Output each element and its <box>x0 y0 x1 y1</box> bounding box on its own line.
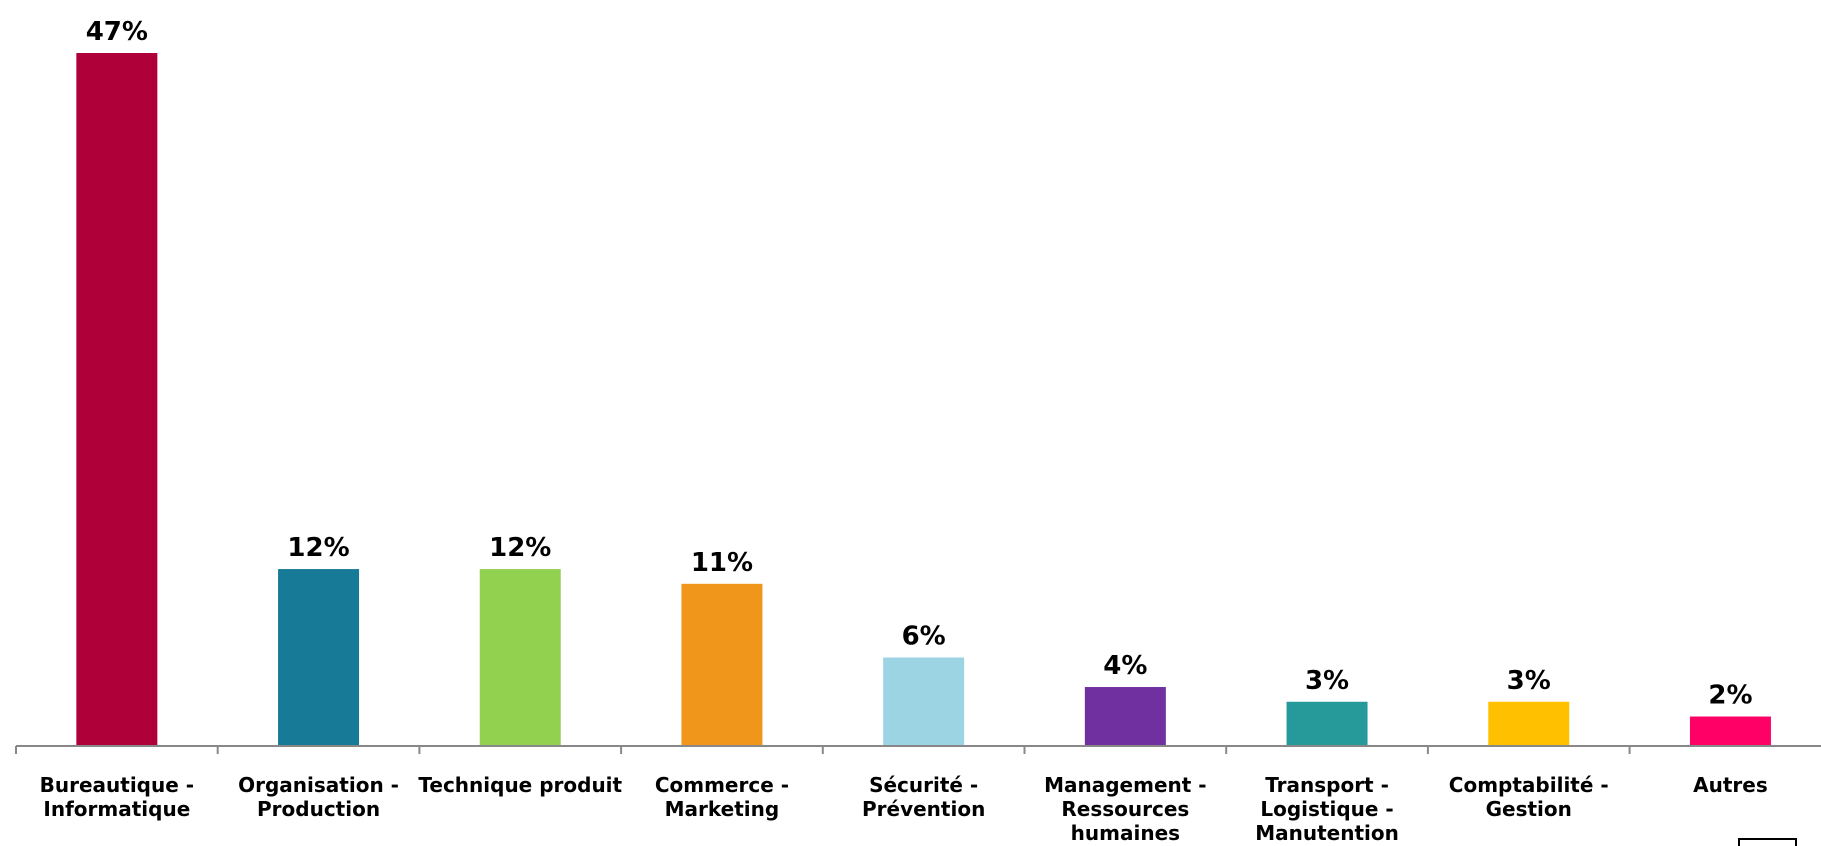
bar <box>76 53 158 746</box>
data-label: 6% <box>902 622 946 652</box>
x-axis <box>15 745 1821 754</box>
bars-group <box>76 53 1771 746</box>
data-label: 12% <box>489 533 551 563</box>
bar <box>883 657 965 746</box>
x-tick-label: Comptabilité -Gestion <box>1449 773 1609 821</box>
data-label: 3% <box>1305 666 1349 696</box>
bar <box>1286 701 1368 746</box>
data-label: 11% <box>691 548 753 578</box>
data-label: 4% <box>1103 651 1147 681</box>
bar <box>479 569 561 746</box>
x-tick-label: Transport -Logistique -Manutention <box>1255 773 1399 845</box>
bar <box>1084 687 1166 746</box>
bar <box>1689 716 1771 746</box>
data-label: 3% <box>1507 666 1551 696</box>
x-tick-label: Bureautique -Informatique <box>40 773 194 821</box>
category-labels-group: Bureautique -Informatique Organisation -P… <box>40 773 1768 845</box>
x-tick-label: Organisation -Production <box>238 773 399 821</box>
value-labels-group: 47% 12% 12% 11% 6% 4% 3% 3% 2% <box>86 17 1753 711</box>
x-tick-label: Autres <box>1693 773 1768 797</box>
data-label: 12% <box>287 533 349 563</box>
corner-box <box>1738 838 1797 846</box>
bar <box>278 569 360 746</box>
x-tick-label: Technique produit <box>418 773 622 797</box>
data-label: 2% <box>1708 681 1752 711</box>
bar <box>1488 701 1570 746</box>
data-label: 47% <box>86 17 148 47</box>
x-tick-label: Commerce -Marketing <box>655 773 789 821</box>
x-tick-label: Management -Ressources humaines <box>1044 773 1206 845</box>
x-tick-label: Sécurité -Prévention <box>862 773 985 821</box>
bar <box>681 583 763 746</box>
